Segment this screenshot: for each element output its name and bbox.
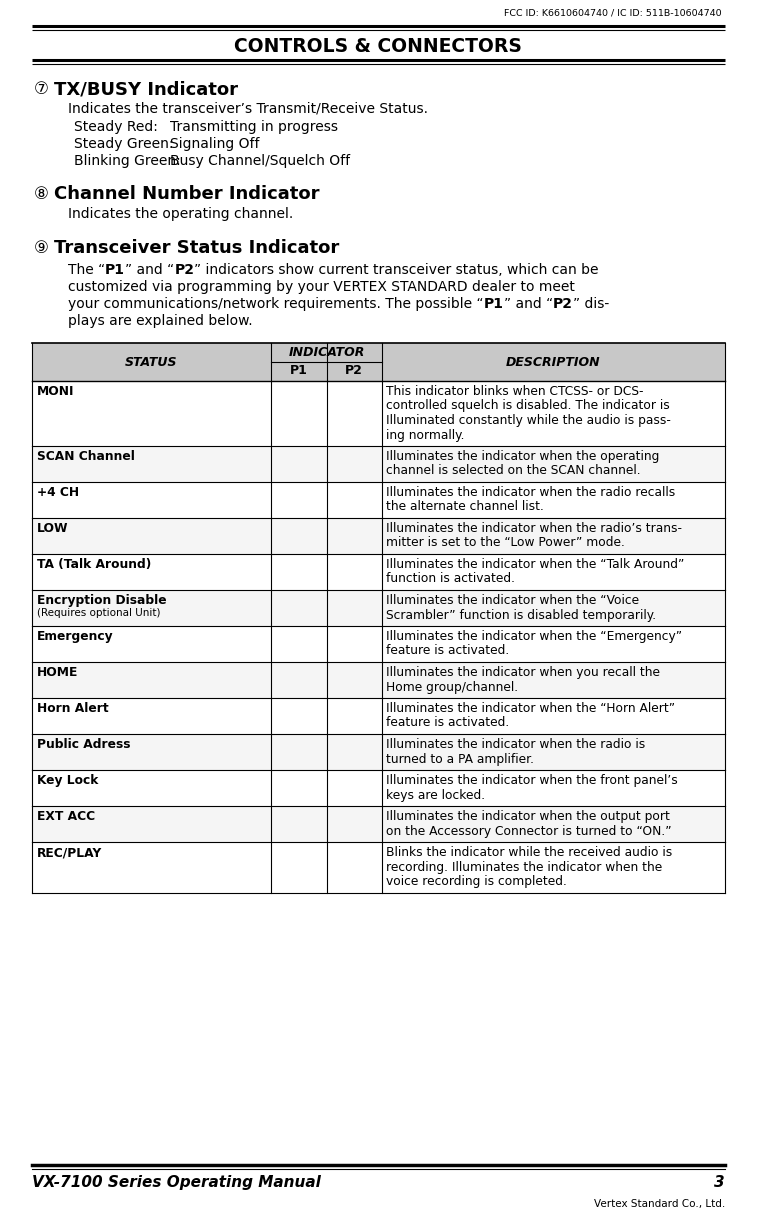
Text: ” indicators show current transceiver status, which can be: ” indicators show current transceiver st… [195, 263, 599, 277]
Text: P1: P1 [484, 297, 503, 311]
Text: P2: P2 [174, 263, 195, 277]
Text: Busy Channel/Squelch Off: Busy Channel/Squelch Off [170, 154, 350, 168]
Text: Illuminates the indicator when the “Horn Alert”: Illuminates the indicator when the “Horn… [386, 702, 675, 715]
Text: ing normally.: ing normally. [386, 428, 465, 441]
Text: Indicates the operating channel.: Indicates the operating channel. [68, 207, 293, 221]
Text: mitter is set to the “Low Power” mode.: mitter is set to the “Low Power” mode. [386, 536, 625, 550]
Bar [32, 770, 725, 806]
Text: Horn Alert: Horn Alert [37, 702, 108, 715]
Text: SCAN Channel: SCAN Channel [37, 450, 135, 463]
Text: on the Accessory Connector is turned to “ON.”: on the Accessory Connector is turned to … [386, 824, 671, 838]
Text: 3: 3 [715, 1175, 725, 1190]
Text: The “: The “ [68, 263, 105, 277]
Bar [32, 518, 725, 554]
Bar [32, 446, 725, 482]
Bar [32, 734, 725, 770]
Text: ⑦: ⑦ [34, 80, 49, 98]
Text: REC/PLAY: REC/PLAY [37, 846, 102, 858]
Text: TA (Talk Around): TA (Talk Around) [37, 558, 151, 572]
Text: channel is selected on the SCAN channel.: channel is selected on the SCAN channel. [386, 465, 640, 478]
Text: Indicates the transceiver’s Transmit/Receive Status.: Indicates the transceiver’s Transmit/Rec… [68, 102, 428, 116]
Text: Illuminates the indicator when the “Voice: Illuminates the indicator when the “Voic… [386, 593, 639, 607]
Text: P1: P1 [290, 364, 308, 377]
Text: Illuminates the indicator when the radio recalls: Illuminates the indicator when the radio… [386, 486, 675, 499]
Bar [32, 381, 725, 446]
Text: Emergency: Emergency [37, 630, 114, 643]
Text: VX-7100 Series Operating Manual: VX-7100 Series Operating Manual [32, 1175, 321, 1190]
Bar [32, 343, 725, 381]
Text: Channel Number Indicator: Channel Number Indicator [54, 185, 319, 203]
Text: TX/BUSY Indicator: TX/BUSY Indicator [54, 80, 238, 98]
Text: HOME: HOME [37, 666, 79, 679]
Text: Illuminates the indicator when the output port: Illuminates the indicator when the outpu… [386, 810, 670, 823]
Text: customized via programming by your VERTEX STANDARD dealer to meet: customized via programming by your VERTE… [68, 280, 575, 294]
Text: Steady Green:: Steady Green: [74, 137, 173, 151]
Text: your communications/network requirements. The possible “: your communications/network requirements… [68, 297, 484, 311]
Text: P1: P1 [105, 263, 125, 277]
Text: Vertex Standard Co., Ltd.: Vertex Standard Co., Ltd. [593, 1199, 725, 1209]
Text: P2: P2 [553, 297, 572, 311]
Text: Encryption Disable: Encryption Disable [37, 593, 167, 607]
Bar [32, 698, 725, 734]
Text: Transceiver Status Indicator: Transceiver Status Indicator [54, 240, 339, 257]
Bar [32, 806, 725, 841]
Text: FCC ID: K6610604740 / IC ID: 511B-10604740: FCC ID: K6610604740 / IC ID: 511B-106047… [504, 9, 722, 17]
Text: (Requires optional Unit): (Requires optional Unit) [37, 608, 160, 619]
Text: Illuminates the indicator when the “Emergency”: Illuminates the indicator when the “Emer… [386, 630, 682, 643]
Text: CONTROLS & CONNECTORS: CONTROLS & CONNECTORS [234, 36, 522, 56]
Text: EXT ACC: EXT ACC [37, 810, 95, 823]
Text: ⑨: ⑨ [34, 240, 49, 257]
Bar [32, 590, 725, 626]
Text: LOW: LOW [37, 522, 68, 535]
Text: Illuminates the indicator when the radio is: Illuminates the indicator when the radio… [386, 738, 645, 751]
Bar [32, 554, 725, 590]
Text: voice recording is completed.: voice recording is completed. [386, 876, 567, 888]
Bar [32, 482, 725, 518]
Text: Scrambler” function is disabled temporarily.: Scrambler” function is disabled temporar… [386, 608, 656, 621]
Text: Blinks the indicator while the received audio is: Blinks the indicator while the received … [386, 846, 672, 858]
Text: function is activated.: function is activated. [386, 573, 515, 585]
Text: Illuminates the indicator when the front panel’s: Illuminates the indicator when the front… [386, 775, 678, 787]
Text: Key Lock: Key Lock [37, 775, 98, 787]
Text: plays are explained below.: plays are explained below. [68, 314, 253, 328]
Bar [32, 662, 725, 698]
Text: Illuminates the indicator when the “Talk Around”: Illuminates the indicator when the “Talk… [386, 558, 684, 572]
Bar [32, 626, 725, 662]
Text: ⑧: ⑧ [34, 185, 49, 203]
Text: DESCRIPTION: DESCRIPTION [506, 355, 601, 368]
Text: turned to a PA amplifier.: turned to a PA amplifier. [386, 753, 534, 766]
Text: INDICATOR: INDICATOR [288, 347, 365, 360]
Text: Public Adress: Public Adress [37, 738, 130, 751]
Text: STATUS: STATUS [126, 355, 178, 368]
Text: recording. Illuminates the indicator when the: recording. Illuminates the indicator whe… [386, 861, 662, 873]
Text: Signaling Off: Signaling Off [170, 137, 260, 151]
Text: keys are locked.: keys are locked. [386, 788, 485, 801]
Text: Transmitting in progress: Transmitting in progress [170, 120, 338, 134]
Text: Illuminates the indicator when you recall the: Illuminates the indicator when you recal… [386, 666, 660, 679]
Text: This indicator blinks when CTCSS- or DCS-: This indicator blinks when CTCSS- or DCS… [386, 385, 643, 398]
Text: Home group/channel.: Home group/channel. [386, 681, 518, 693]
Text: Illuminates the indicator when the operating: Illuminates the indicator when the opera… [386, 450, 659, 463]
Text: feature is activated.: feature is activated. [386, 644, 509, 658]
Text: the alternate channel list.: the alternate channel list. [386, 501, 544, 513]
Text: Illuminates the indicator when the radio’s trans-: Illuminates the indicator when the radio… [386, 522, 682, 535]
Text: Blinking Green:: Blinking Green: [74, 154, 181, 168]
Text: feature is activated.: feature is activated. [386, 716, 509, 730]
Text: ” and “: ” and “ [125, 263, 174, 277]
Text: controlled squelch is disabled. The indicator is: controlled squelch is disabled. The indi… [386, 400, 670, 412]
Text: +4 CH: +4 CH [37, 486, 79, 499]
Text: ” and “: ” and “ [503, 297, 553, 311]
Text: Steady Red:: Steady Red: [74, 120, 158, 134]
Text: P2: P2 [345, 364, 363, 377]
Text: Illuminated constantly while the audio is pass-: Illuminated constantly while the audio i… [386, 413, 671, 427]
Bar [32, 841, 725, 893]
Text: MONI: MONI [37, 385, 74, 398]
Text: ” dis-: ” dis- [572, 297, 609, 311]
